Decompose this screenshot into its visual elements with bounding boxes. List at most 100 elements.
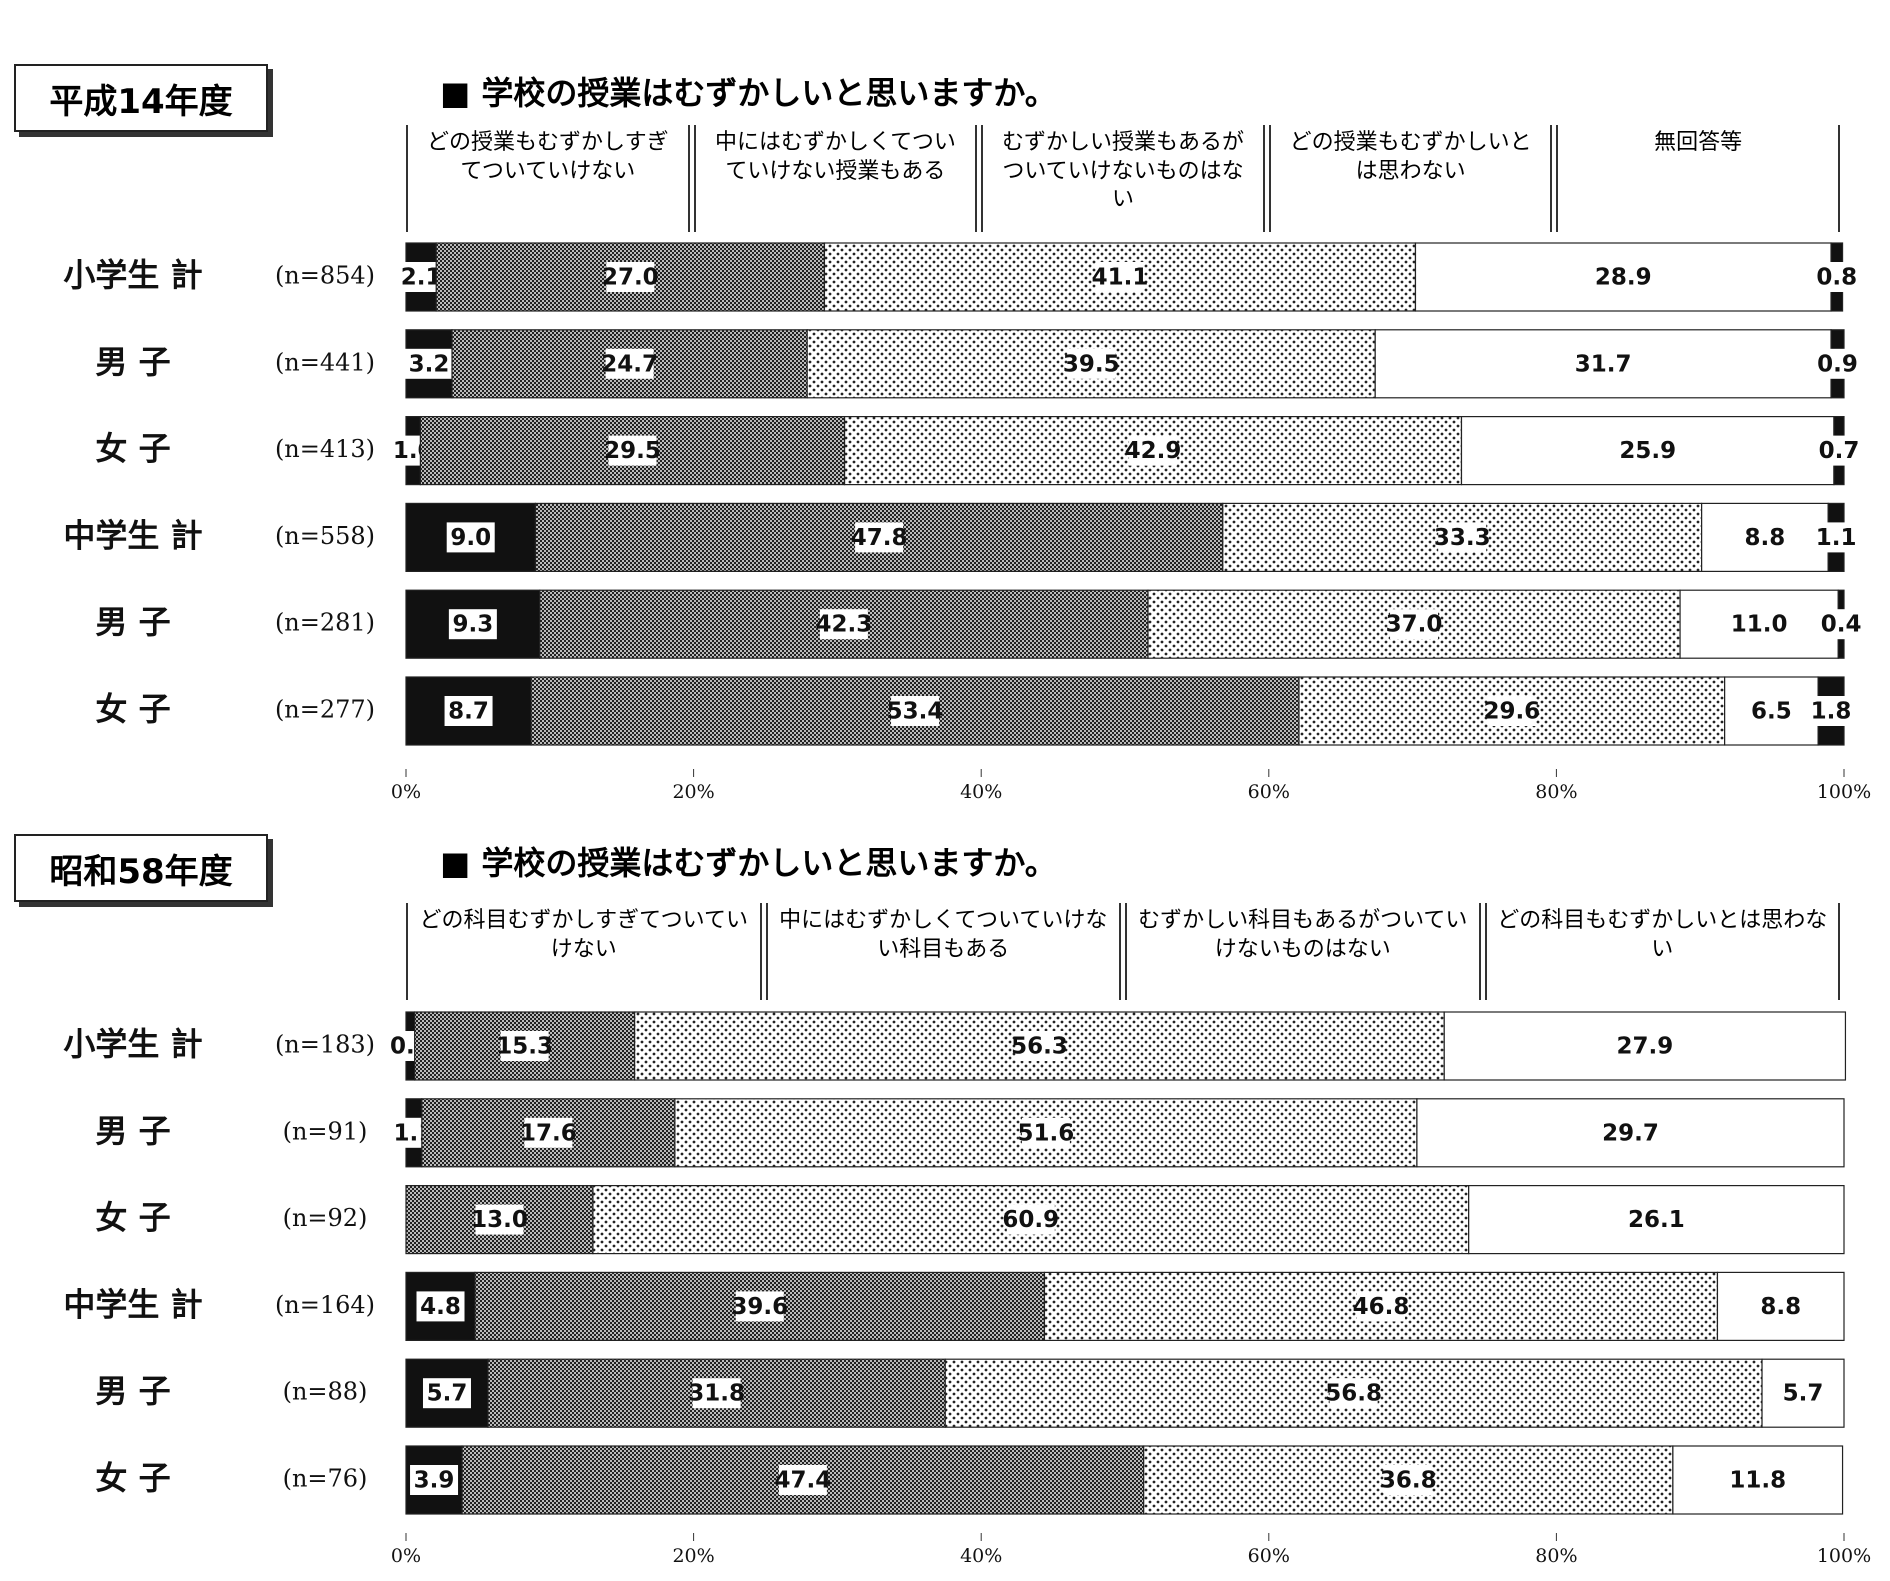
- value-label-bg: [444, 696, 493, 726]
- value-label: 0.9: [1817, 351, 1858, 377]
- x-tick-label: 60%: [1248, 1545, 1290, 1567]
- value-label: 0.4: [1821, 612, 1862, 638]
- category-label: 男 子: [95, 1372, 170, 1410]
- x-tick-label: 100%: [1817, 781, 1871, 803]
- value-label-bg: [606, 262, 655, 292]
- value-label-bg: [1329, 1378, 1378, 1409]
- value-label-bg: [405, 348, 454, 379]
- value-label: 27.0: [602, 265, 659, 291]
- value-label: 5.7: [427, 1381, 468, 1407]
- value-label-bg: [1438, 522, 1487, 553]
- value-label-bg: [410, 1465, 459, 1495]
- category-label: 小学生 計: [63, 1025, 202, 1063]
- value-label: 5.7: [1783, 1381, 1824, 1407]
- sample-size: (n=413): [275, 435, 375, 463]
- sample-size: (n=558): [275, 522, 375, 550]
- category-label: 女 子: [95, 690, 170, 728]
- value-label-bg: [605, 348, 654, 379]
- value-label: 13.0: [471, 1207, 528, 1233]
- value-label: 29.6: [1483, 699, 1540, 725]
- x-tick-label: 0%: [391, 1545, 421, 1567]
- value-label-bg: [819, 609, 868, 640]
- value-label: 28.9: [1595, 265, 1652, 291]
- value-label-bg: [1599, 262, 1648, 292]
- value-label: 33.3: [1434, 525, 1491, 551]
- value-label: 0.7: [1819, 438, 1860, 464]
- value-label: 53.4: [887, 699, 944, 725]
- value-label-bg: [608, 435, 657, 466]
- value-label-bg: [1733, 1465, 1782, 1495]
- value-label-bg: [1756, 1291, 1805, 1322]
- x-tick-label: 80%: [1535, 1545, 1577, 1567]
- value-label: 37.0: [1386, 612, 1443, 638]
- value-label-bg: [692, 1378, 741, 1409]
- category-label: 小学生 計: [63, 256, 202, 294]
- bar-segment: [461, 1445, 1145, 1515]
- x-tick-label: 40%: [960, 1545, 1002, 1567]
- value-label-bg: [855, 522, 904, 553]
- value-label: 56.8: [1325, 1381, 1382, 1407]
- value-label: 11.0: [1731, 612, 1788, 638]
- value-label-bg: [1390, 609, 1439, 640]
- legend-entry: むずかしい授業もあるがついていけないものはない: [981, 125, 1265, 232]
- legend-entry: 無回答等: [1556, 125, 1840, 232]
- sample-size: (n=277): [275, 696, 375, 724]
- value-label-bg: [448, 609, 497, 640]
- value-label: 56.3: [1011, 1034, 1068, 1060]
- value-label-bg: [1807, 696, 1856, 726]
- value-label: 31.7: [1575, 351, 1632, 377]
- legend-entry: どの授業もむずかしいとは思わない: [1268, 125, 1553, 232]
- value-label: 24.7: [601, 351, 658, 377]
- value-label: 3.2: [409, 351, 450, 377]
- chart-title: ■ 学校の授業はむずかしいと思いますか。: [440, 844, 1057, 882]
- value-label: 15.3: [496, 1034, 553, 1060]
- value-label-bg: [1487, 696, 1536, 726]
- panel-label: 昭和58年度: [14, 834, 268, 902]
- value-label-bg: [1067, 348, 1116, 379]
- value-label: 4.8: [420, 1294, 461, 1320]
- category-label: 女 子: [95, 430, 170, 468]
- value-label: 8.8: [1760, 1294, 1801, 1320]
- value-label: 8.7: [448, 699, 489, 725]
- value-label-bg: [1579, 348, 1628, 379]
- category-label: 男 子: [95, 603, 170, 641]
- legend-entry: 中にはむずかしくてついていけない授業もある: [693, 125, 978, 232]
- value-label-bg: [1095, 262, 1144, 292]
- x-tick-label: 0%: [391, 781, 421, 803]
- category-label: 男 子: [95, 1112, 170, 1150]
- value-label-bg: [1817, 609, 1866, 640]
- value-label: 9.3: [452, 612, 493, 638]
- value-label: 25.9: [1619, 438, 1676, 464]
- value-label-bg: [1632, 1204, 1681, 1235]
- value-label: 17.6: [520, 1120, 577, 1146]
- value-label-bg: [1129, 435, 1178, 466]
- bar-segment: [1724, 676, 1819, 746]
- value-label: 47.4: [775, 1468, 832, 1494]
- value-label: 39.5: [1063, 351, 1120, 377]
- sample-size: (n=76): [283, 1465, 368, 1493]
- value-label: 6.5: [1751, 699, 1792, 725]
- value-label-bg: [1812, 522, 1861, 553]
- value-label-bg: [1623, 435, 1672, 466]
- x-tick-label: 20%: [672, 1545, 714, 1567]
- category-label: 女 子: [95, 1199, 170, 1237]
- sample-size: (n=441): [275, 348, 375, 376]
- legend-entry: むずかしい科目もあるがついていけないものはない: [1125, 903, 1481, 1000]
- value-label-bg: [1356, 1291, 1405, 1322]
- value-label: 26.1: [1628, 1207, 1685, 1233]
- value-label-bg: [446, 522, 495, 553]
- value-label: 3.9: [414, 1468, 455, 1494]
- value-label: 29.5: [604, 438, 661, 464]
- value-label: 39.6: [731, 1294, 788, 1320]
- value-label-bg: [891, 696, 940, 726]
- value-label-bg: [1812, 262, 1861, 292]
- value-label-bg: [1620, 1031, 1669, 1061]
- category-label: 女 子: [95, 1459, 170, 1497]
- value-label: 9.0: [450, 525, 491, 551]
- x-tick-label: 60%: [1248, 781, 1290, 803]
- value-label: 46.8: [1353, 1294, 1410, 1320]
- value-label-bg: [1814, 435, 1863, 466]
- chart-title: ■ 学校の授業はむずかしいと思いますか。: [440, 74, 1057, 112]
- sample-size: (n=164): [275, 1291, 375, 1319]
